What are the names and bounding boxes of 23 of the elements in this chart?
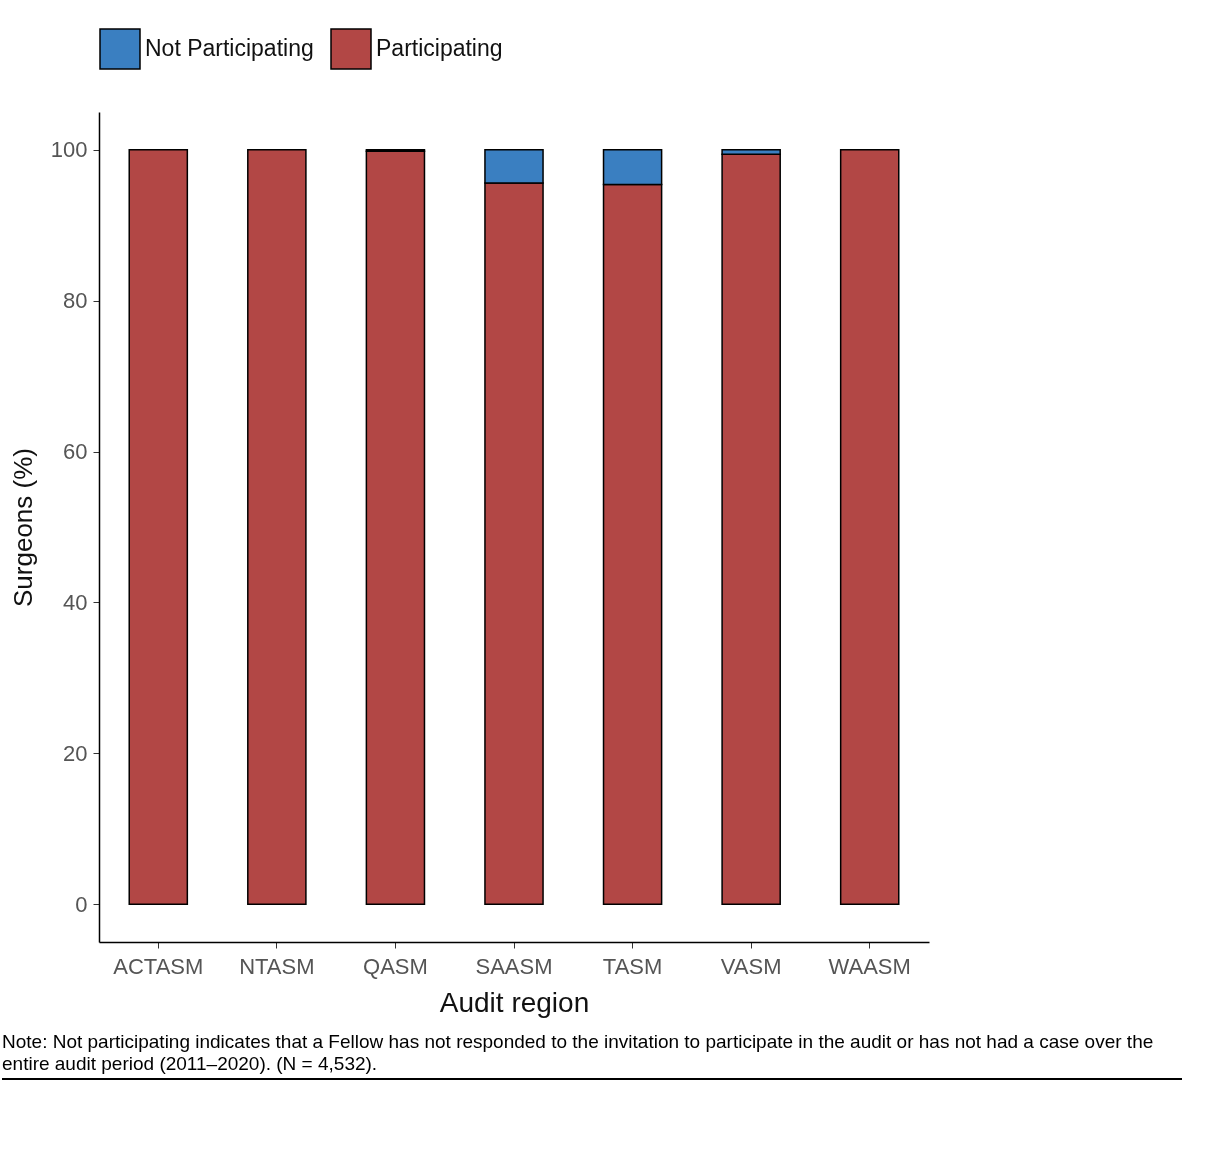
legend-label: Not Participating bbox=[145, 35, 314, 61]
legend-label: Participating bbox=[376, 35, 503, 61]
x-tick-label: SAASM bbox=[475, 953, 553, 979]
x-tick-label: ACTASM bbox=[113, 953, 204, 979]
x-tick-label: QASM bbox=[363, 953, 428, 979]
x-tick-label: NTASM bbox=[239, 953, 315, 979]
y-tick-label: 80 bbox=[63, 288, 88, 314]
y-tick-label: 0 bbox=[75, 891, 88, 917]
text: Note: Not participating indicates that a Fellow has not responded to the invitation to participate in the audit or has not had a case over the entire audit period (2011–2020). (N = 4,532). bbox=[2, 1031, 1182, 1080]
y-axis-title: Surgeons (%) bbox=[7, 448, 38, 607]
y-tick-label: 60 bbox=[63, 439, 88, 465]
x-tick-label: VASM bbox=[720, 953, 782, 979]
x-axis-title: Audit region bbox=[439, 986, 590, 1018]
bar bbox=[128, 148, 189, 906]
bar bbox=[721, 153, 781, 906]
y-tick-label: 40 bbox=[63, 589, 88, 615]
y-tick-label: 100 bbox=[50, 137, 88, 163]
bar bbox=[839, 148, 900, 906]
bar bbox=[365, 150, 426, 906]
y-tick-label: 20 bbox=[63, 740, 88, 766]
x-tick-label: TASM bbox=[602, 953, 663, 979]
x-tick-label: WAASM bbox=[828, 953, 911, 979]
bar bbox=[247, 148, 307, 906]
